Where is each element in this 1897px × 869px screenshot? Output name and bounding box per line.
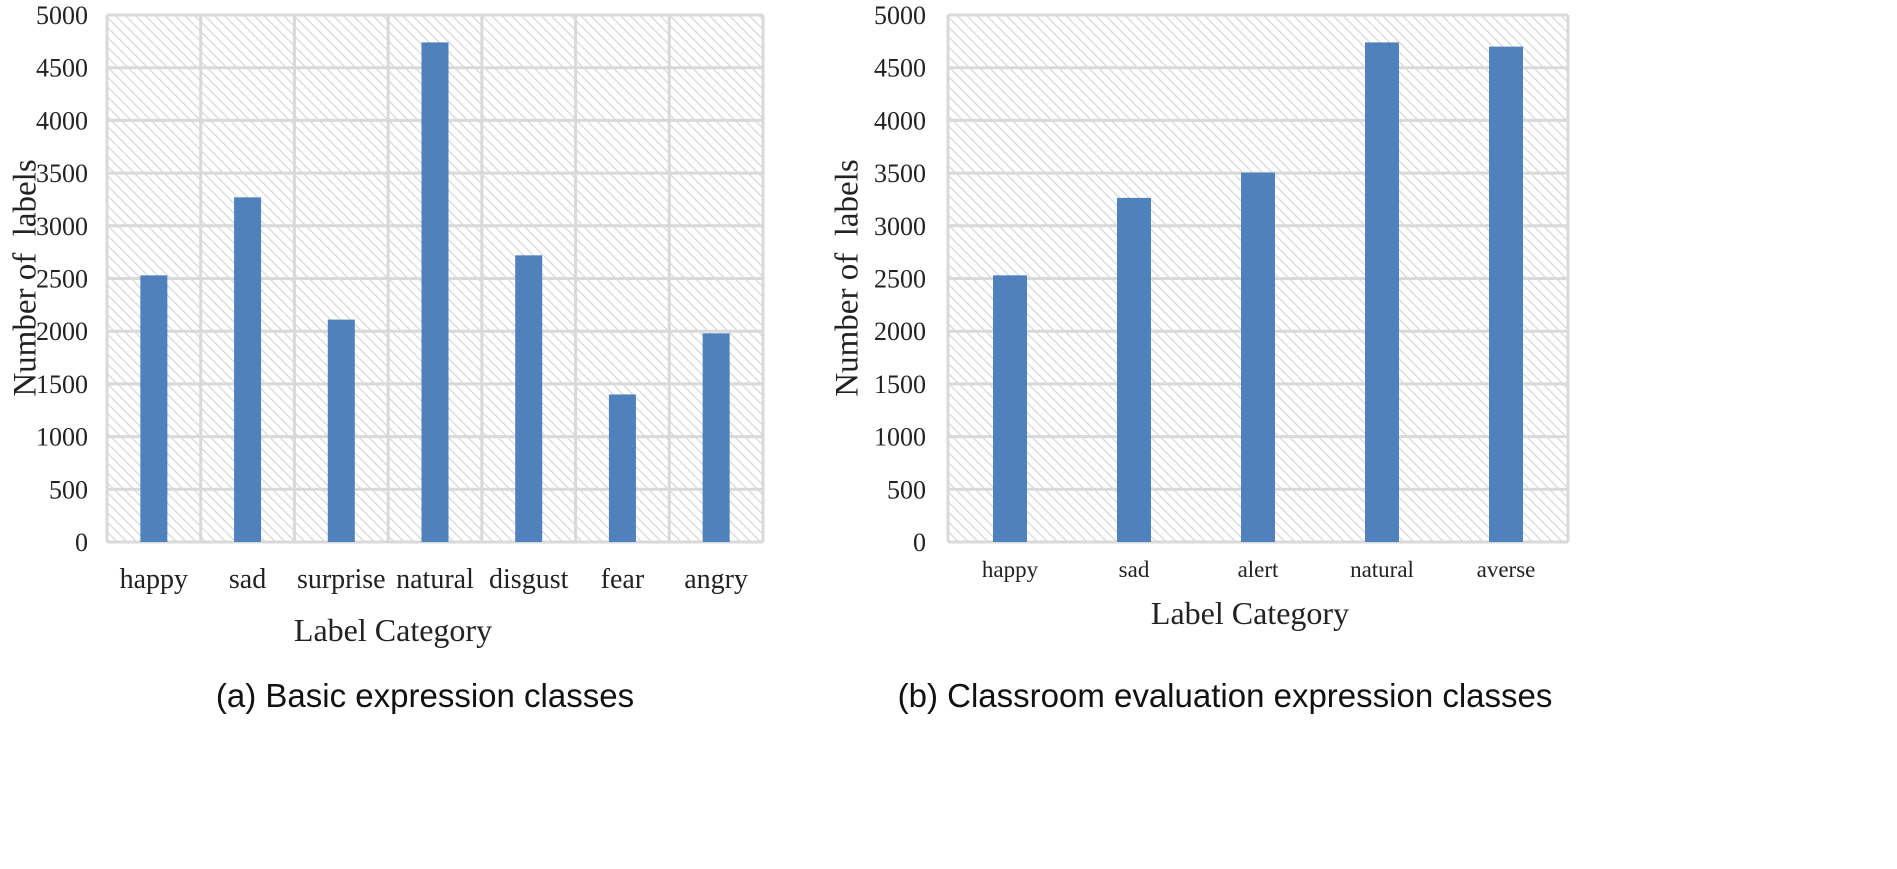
y-tick-label: 2500 [874,265,926,294]
x-tick-label-angry: angry [684,564,748,595]
y-tick-label: 0 [75,528,88,557]
bar-disgust [515,255,543,542]
y-tick-label: 0 [913,528,926,557]
x-tick-label-happy: happy [982,557,1039,582]
bar-sad [1117,197,1151,542]
figure-caption: (a) Basic expression classes [216,677,634,714]
bar-natural [421,42,449,543]
figure-caption: (b) Classroom evaluation expression clas… [898,677,1553,714]
bar-surprise [327,319,355,542]
y-tick-label: 1000 [36,423,88,452]
y-tick-label: 1500 [36,370,88,399]
y-tick-label: 4500 [874,54,926,83]
y-tick-label: 1000 [874,423,926,452]
x-tick-label-alert: alert [1238,557,1279,582]
y-tick-label: 3500 [874,159,926,188]
y-axis-title: Number of labels [830,159,866,396]
x-tick-label-natural: natural [396,564,474,595]
x-tick-label-happy: happy [120,564,188,595]
x-tick-label-surprise: surprise [297,564,386,595]
y-tick-label: 3000 [874,212,926,241]
chart-basic-expression: 0 500 1000 1500 2000 2500 3000 3500 4000 4500 5000… [8,1,765,714]
y-tick-label: 2000 [874,317,926,346]
y-tick-label: 1500 [874,370,926,399]
bar-happy [140,275,168,542]
x-tick-label-disgust: disgust [489,564,569,595]
y-tick-label: 4000 [874,106,926,135]
y-tick-label: 5000 [874,1,926,30]
x-tick-label-sad: sad [229,564,266,595]
bar-alert [1241,172,1275,542]
y-tick-label: 3000 [36,212,88,241]
x-tick-label-fear: fear [601,564,645,595]
y-tick-label: 2000 [36,317,88,346]
y-tick-label: 4000 [36,106,88,135]
chart-classroom-evaluation: 0 500 1000 1500 2000 2500 3000 3500 4000 4500 5000… [830,1,1570,714]
y-tick-label: 500 [49,475,88,504]
x-axis-title: Label Category [1151,595,1349,631]
bar-natural [1365,42,1399,543]
y-tick-label: 5000 [36,1,88,30]
x-tick-label-averse: averse [1477,557,1536,582]
y-tick-label: 3500 [36,159,88,188]
x-axis-title: Label Category [294,612,492,648]
y-tick-label: 4500 [36,54,88,83]
x-tick-label-natural: natural [1350,557,1414,582]
y-tick-label: 2500 [36,265,88,294]
bar-averse [1489,46,1523,543]
x-tick-label-sad: sad [1119,557,1150,582]
y-axis-title: Number of labels [8,159,44,396]
bar-fear [608,394,636,542]
bar-angry [702,333,730,542]
bar-sad [234,197,262,543]
bar-happy [993,275,1027,542]
y-tick-label: 500 [887,475,926,504]
